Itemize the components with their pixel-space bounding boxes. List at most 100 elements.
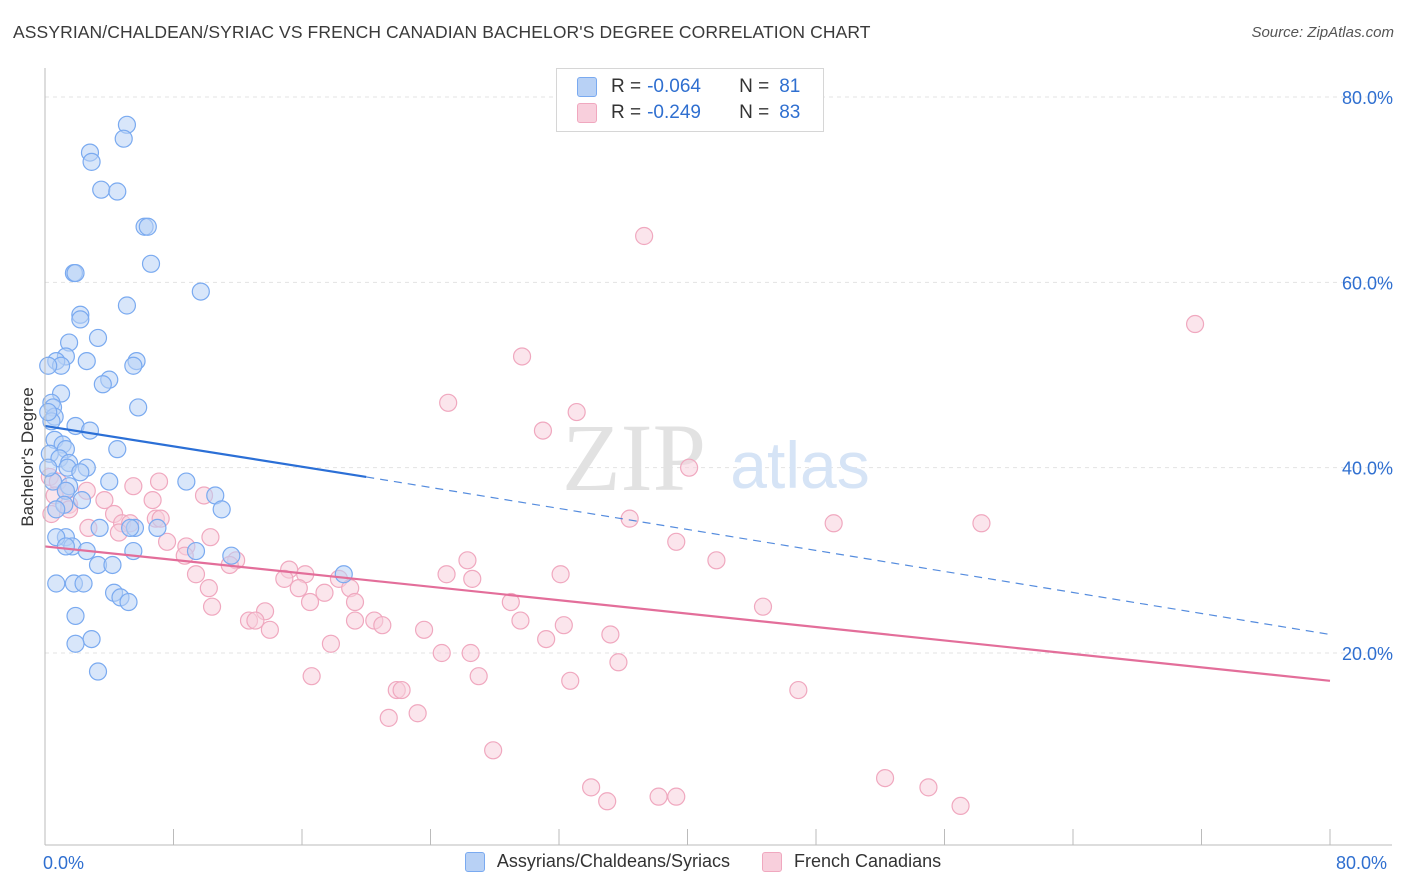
legend-swatch-blue [577,77,597,97]
points-layer [39,115,1205,816]
point-french-canadian [373,616,392,635]
point-french-canadian [345,611,365,630]
point-assyrian [82,152,101,171]
point-assyrian [39,458,58,477]
point-french-canadian [414,620,434,639]
trend-line-assyrian-extrapolated [366,476,1331,636]
point-french-canadian [124,477,143,496]
point-french-canadian [511,611,530,630]
point-french-canadian [432,643,451,663]
series-legend: Assyrians/Chaldeans/Syriacs French Canad… [0,851,1406,872]
point-french-canadian [461,643,480,663]
y-tick-label: 60.0% [1342,273,1393,293]
point-french-canadian [157,532,177,551]
point-assyrian [88,662,108,681]
point-assyrian [93,375,112,394]
point-assyrian [56,537,75,556]
x-tick-min: 0.0% [43,853,85,873]
point-french-canadian [707,551,726,570]
legend-label: French Canadians [794,851,942,871]
point-assyrian [66,263,85,283]
legend-swatch-blue [464,851,485,872]
point-french-canadian [302,667,321,686]
point-french-canadian [512,347,532,366]
legend-item-assyrian[interactable]: Assyrians/Chaldeans/Syriacs [464,851,730,872]
n-label: N = [739,102,770,123]
point-french-canadian [667,532,686,551]
point-french-canadian [1185,314,1205,334]
point-french-canadian [437,565,456,584]
y-axis-label: Bachelor's Degree [18,387,37,527]
trend-line-assyrian [44,424,367,479]
chart-title: ASSYRIAN/CHALDEAN/SYRIAC VS FRENCH CANAD… [13,22,871,42]
r-label: R = [611,102,642,123]
point-french-canadian [392,680,411,700]
point-assyrian [88,328,108,348]
legend-item-french[interactable]: French Canadians [762,851,941,872]
point-french-canadian [753,597,773,616]
r-value: -0.064 [647,76,701,97]
point-assyrian [80,421,100,440]
point-french-canadian [620,509,639,528]
point-french-canadian [469,667,488,686]
point-french-canadian [551,565,570,584]
point-french-canadian [501,592,520,612]
point-french-canadian [484,741,503,760]
point-french-canadian [582,778,601,797]
point-french-canadian [458,551,477,570]
point-french-canadian [463,569,482,588]
point-assyrian [39,356,58,375]
point-assyrian [114,129,133,148]
point-assyrian [129,398,148,417]
point-french-canadian [201,528,220,547]
point-french-canadian [199,579,218,598]
point-french-canadian [260,620,279,639]
point-french-canadian [667,787,686,806]
point-assyrian [100,472,119,491]
y-tick-label: 40.0% [1342,459,1393,479]
point-assyrian [148,518,167,538]
r-value: -0.249 [647,102,701,123]
legend-row-french: R = -0.249 N = 83 [577,101,800,125]
point-assyrian [92,180,111,199]
point-french-canadian [567,402,586,422]
watermark: ZIP atlas [562,404,870,511]
point-assyrian [66,634,85,653]
point-french-canadian [202,597,222,616]
legend-label: Assyrians/Chaldeans/Syriacs [496,851,730,871]
point-assyrian [74,574,93,593]
point-french-canadian [533,421,553,440]
source-label: Source: ZipAtlas.com [1251,24,1394,41]
point-french-canadian [635,226,654,246]
legend-row-assyrian: R = -0.064 N = 81 [577,75,800,99]
watermark-atlas: atlas [730,428,869,502]
y-tick-label: 80.0% [1342,88,1393,108]
trend-line-french [44,545,1331,682]
point-assyrian [39,402,58,422]
point-assyrian [72,491,92,510]
point-french-canadian [379,708,398,727]
point-french-canadian [439,393,458,412]
correlation-legend: R = -0.064 N = 81 R = -0.249 N = 83 [556,68,824,132]
point-assyrian [141,254,161,273]
point-french-canadian [537,629,556,649]
point-french-canadian [143,491,162,510]
point-french-canadian [408,704,427,723]
n-value: 83 [779,102,801,123]
point-french-canadian [289,579,308,598]
point-french-canadian [680,458,699,477]
point-french-canadian [951,796,970,816]
point-assyrian [90,518,109,538]
point-assyrian [124,356,143,375]
point-assyrian [77,352,96,371]
point-french-canadian [824,514,843,533]
point-assyrian [66,606,85,626]
n-label: N = [739,76,770,97]
point-assyrian [138,217,157,236]
point-french-canadian [186,565,206,584]
point-french-canadian [149,472,169,491]
n-value: 81 [779,76,801,97]
point-assyrian [177,472,196,491]
legend-swatch-pink [762,851,782,872]
point-assyrian [186,541,206,561]
